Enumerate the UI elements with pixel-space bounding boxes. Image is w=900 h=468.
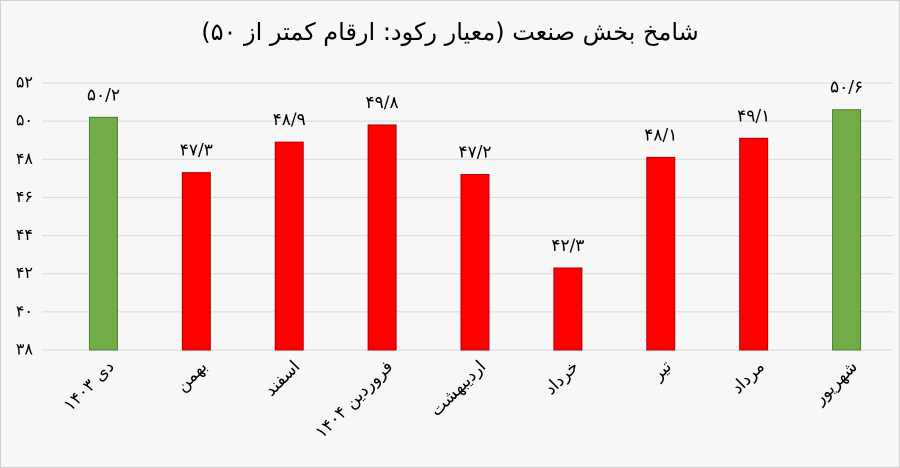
chart-title: شامخ بخش صنعت (معیار رکود: ارقام کمتر از… (201, 18, 699, 46)
y-tick-label: ۵۲ (16, 73, 33, 92)
data-label: ۵۰/۶ (830, 78, 863, 98)
data-label: ۴۲/۳ (551, 236, 584, 256)
bar (646, 156, 676, 351)
y-tick-label: ۵۰ (16, 111, 33, 130)
y-tick-label: ۴۰ (16, 301, 33, 320)
data-label: ۴۷/۳ (180, 141, 213, 161)
bar (367, 124, 397, 351)
bar (832, 109, 862, 351)
bar (181, 172, 211, 351)
y-tick-label: ۴۴ (16, 225, 33, 244)
bar (88, 116, 118, 351)
y-tick-label: ۴۲ (16, 263, 33, 282)
y-tick-label: ۴۸ (16, 149, 34, 168)
data-label: ۴۹/۸ (366, 93, 399, 113)
data-label: ۴۸/۱ (644, 125, 677, 145)
data-label: ۵۰/۲ (87, 85, 120, 105)
data-label: ۴۸/۹ (273, 110, 306, 130)
bar (739, 137, 769, 351)
y-tick-label: ۴۶ (16, 187, 33, 206)
data-label: ۴۷/۲ (458, 143, 491, 163)
y-tick-label: ۳۸ (16, 340, 34, 359)
bar (460, 174, 490, 351)
data-label: ۴۹/۱ (737, 106, 770, 126)
bar (553, 267, 583, 351)
bar (274, 141, 304, 351)
